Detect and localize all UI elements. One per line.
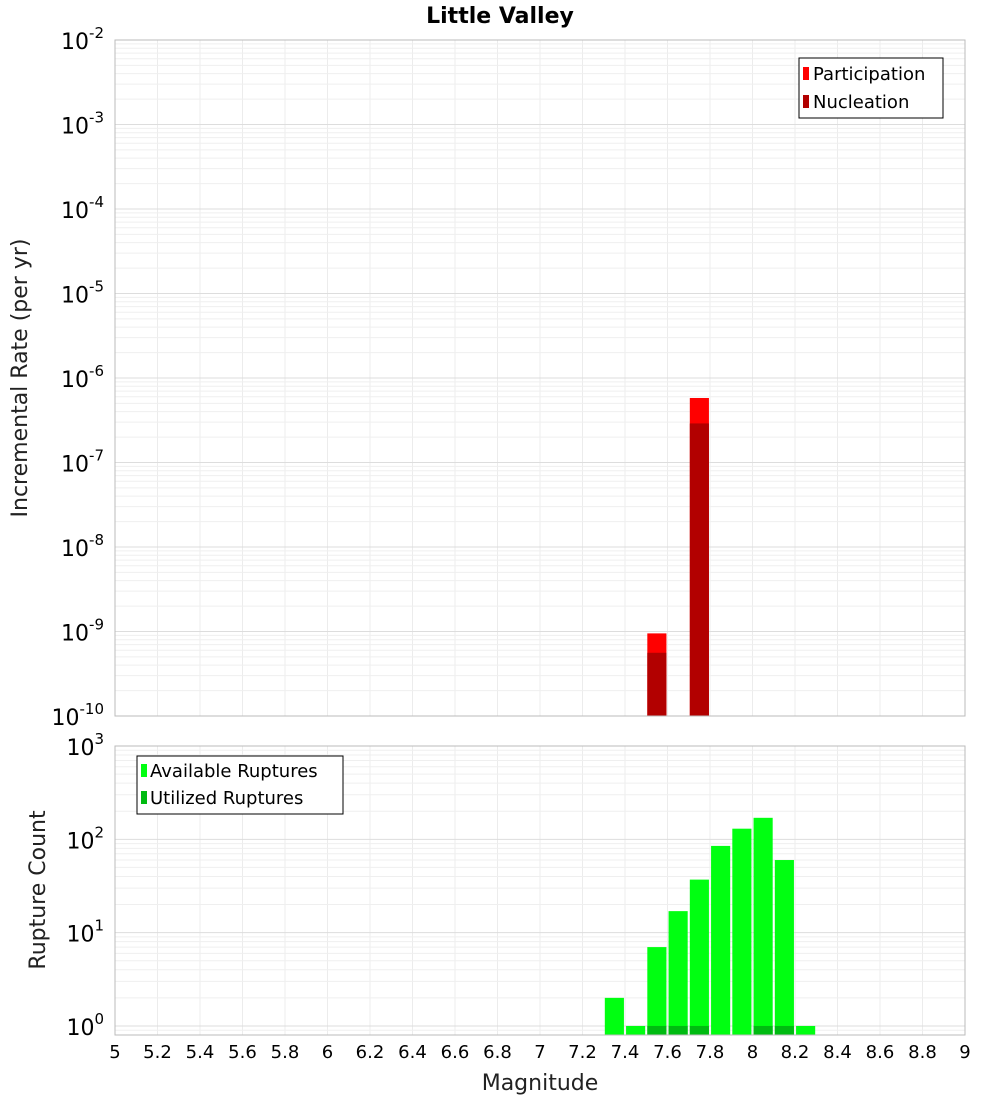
x-tick-label: 5.2 <box>143 1042 172 1063</box>
x-tick-label: 8.4 <box>823 1042 852 1063</box>
x-tick-label: 6.8 <box>483 1042 512 1063</box>
bar-available-ruptures <box>668 911 688 1035</box>
top-bars <box>647 397 709 716</box>
y-tick-label: 10-10 <box>52 700 105 731</box>
bar-utilized-ruptures <box>774 1025 794 1035</box>
bottom-legend-box <box>136 755 344 815</box>
bar-nucleation <box>689 423 709 716</box>
x-tick-label: 8 <box>747 1042 758 1063</box>
x-tick-label: 7.2 <box>568 1042 597 1063</box>
legend-swatch-nucleation <box>803 95 809 108</box>
legend-swatch-available <box>141 764 147 777</box>
bar-utilized-ruptures <box>753 1025 773 1035</box>
bar-available-ruptures <box>796 1025 816 1035</box>
x-tick-label: 5.4 <box>186 1042 215 1063</box>
y-tick-label: 10-8 <box>61 531 104 562</box>
x-tick-label: 6.6 <box>441 1042 470 1063</box>
bottom-legend: Available Ruptures Utilized Ruptures <box>136 755 344 815</box>
y-tick-label: 10-6 <box>61 362 104 393</box>
y-tick-label: 102 <box>66 823 104 854</box>
x-tick-label: 5.8 <box>271 1042 300 1063</box>
y-tick-label: 100 <box>66 1010 104 1041</box>
x-tick-label: 5 <box>109 1042 120 1063</box>
y-tick-label: 10-4 <box>61 193 104 224</box>
bottom-grid <box>114 746 966 1036</box>
legend-label-participation: Participation <box>813 64 925 85</box>
top-legend: Participation Nucleation <box>798 57 944 119</box>
y-tick-label: 103 <box>66 730 104 761</box>
x-tick-label: 8.2 <box>781 1042 810 1063</box>
bar-utilized-ruptures <box>647 1025 667 1035</box>
legend-label-utilized: Utilized Ruptures <box>150 788 303 809</box>
y-tick-label: 10-5 <box>61 278 104 309</box>
chart-title: Little Valley <box>426 4 574 29</box>
bottom-panel: 100 101 102 103 5 5.2 5.4 5.6 5.8 6 6.2 6.4 6.6 6.8 7… <box>26 730 971 1096</box>
x-tick-label: 7.8 <box>696 1042 725 1063</box>
bar-available-ruptures <box>604 997 624 1035</box>
x-tick-label: 7.6 <box>653 1042 682 1063</box>
y-tick-label: 10-3 <box>61 109 104 140</box>
bottom-x-ticks: 5 5.2 5.4 5.6 5.8 6 6.2 6.4 6.6 6.8 7 7.2 7.4 7.6 7.8 8… <box>109 1042 970 1063</box>
x-axis-label: Magnitude <box>482 1071 599 1096</box>
bar-available-ruptures <box>774 860 794 1035</box>
bottom-y-axis-label: Rupture Count <box>26 810 51 970</box>
legend-swatch-participation <box>803 67 809 80</box>
bar-available-ruptures <box>689 879 709 1035</box>
y-tick-label: 10-9 <box>61 616 104 647</box>
legend-label-available: Available Ruptures <box>150 761 318 782</box>
bar-available-ruptures <box>647 947 667 1035</box>
bar-utilized-ruptures <box>668 1025 688 1035</box>
legend-swatch-utilized <box>141 791 147 804</box>
x-tick-label: 5.6 <box>228 1042 257 1063</box>
y-tick-label: 10-7 <box>61 447 104 478</box>
x-tick-label: 8.8 <box>908 1042 937 1063</box>
bar-available-ruptures <box>732 828 752 1035</box>
x-tick-label: 8.6 <box>866 1042 895 1063</box>
y-tick-label: 101 <box>66 917 104 948</box>
top-plot-border <box>114 39 966 717</box>
x-tick-label: 7 <box>534 1042 545 1063</box>
y-tick-label: 10-2 <box>61 24 104 55</box>
x-tick-label: 6.4 <box>398 1042 427 1063</box>
bottom-bars <box>604 817 816 1035</box>
top-legend-box <box>798 57 944 119</box>
legend-label-nucleation: Nucleation <box>813 92 909 113</box>
bar-available-ruptures <box>753 817 773 1035</box>
x-tick-label: 7.4 <box>611 1042 640 1063</box>
x-tick-label: 9 <box>959 1042 970 1063</box>
bar-nucleation <box>647 652 667 716</box>
bar-available-ruptures <box>711 845 731 1035</box>
top-grid <box>114 40 966 717</box>
top-y-ticks: 10-10 10-9 10-8 10-7 10-6 10-5 10-4 10-3 10-2 <box>52 24 105 731</box>
bottom-y-ticks: 100 101 102 103 <box>66 730 104 1041</box>
bottom-plot-border <box>114 745 966 1036</box>
bar-utilized-ruptures <box>689 1025 709 1035</box>
top-panel: 10-10 10-9 10-8 10-7 10-6 10-5 10-4 10-3 10-2 In… <box>8 24 966 731</box>
x-tick-label: 6 <box>322 1042 333 1063</box>
bar-available-ruptures <box>626 1025 646 1035</box>
top-y-axis-label: Incremental Rate (per yr) <box>8 239 33 518</box>
x-tick-label: 6.2 <box>356 1042 385 1063</box>
